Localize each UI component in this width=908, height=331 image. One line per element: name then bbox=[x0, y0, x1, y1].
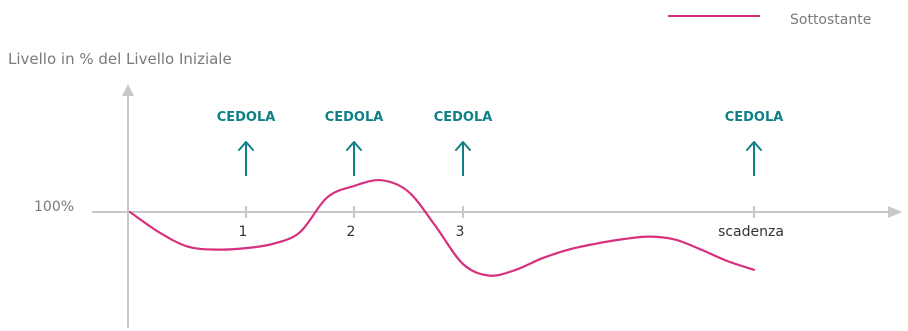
legend-label-sottostante: Sottostante bbox=[790, 12, 871, 28]
x-tick-label: 3 bbox=[456, 224, 465, 240]
legend: Sottostante bbox=[668, 12, 871, 28]
x-tick-label: scadenza bbox=[718, 224, 784, 240]
y-reference-label: 100% bbox=[34, 199, 74, 215]
axes: 100% bbox=[34, 84, 902, 328]
coupon-arrow-up-icon bbox=[238, 141, 254, 151]
y-axis-arrow-icon bbox=[122, 84, 134, 96]
x-axis-arrow-icon bbox=[888, 206, 902, 218]
coupon-arrow-up-icon bbox=[346, 141, 362, 151]
series-line-sottostante bbox=[128, 178, 756, 277]
x-tick-label: 1 bbox=[239, 224, 248, 240]
y-axis-title: Livello in % del Livello Iniziale bbox=[8, 50, 232, 68]
coupon-markers: CEDOLA CEDOLA CEDOLA CEDOLA bbox=[217, 110, 784, 176]
coupon-label: CEDOLA bbox=[725, 110, 784, 125]
coupon-label: CEDOLA bbox=[325, 110, 384, 125]
coupon-label: CEDOLA bbox=[434, 110, 493, 125]
coupon-label: CEDOLA bbox=[217, 110, 276, 125]
x-tick-label: 2 bbox=[347, 224, 356, 240]
coupon-arrow-up-icon bbox=[455, 141, 471, 151]
coupon-arrow-up-icon bbox=[746, 141, 762, 151]
x-ticks: 1 2 3 scadenza bbox=[239, 206, 784, 240]
